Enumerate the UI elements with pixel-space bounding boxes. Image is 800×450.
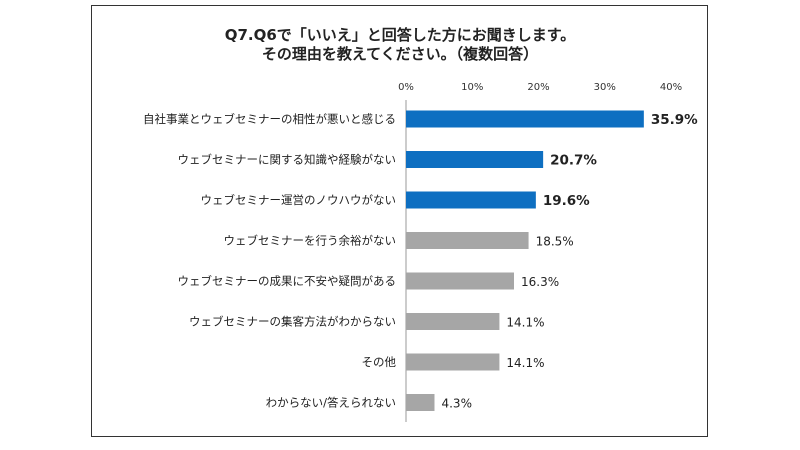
chart-frame bbox=[91, 5, 708, 437]
x-tick-label: 20% bbox=[527, 82, 549, 93]
data-label: 35.9% bbox=[651, 112, 698, 128]
category-label: 自社事業とウェブセミナーの相性が悪いと感じる bbox=[143, 112, 396, 126]
bar bbox=[406, 191, 536, 209]
data-label: 14.1% bbox=[506, 316, 544, 330]
x-tick-label: 10% bbox=[461, 82, 483, 93]
bar bbox=[406, 232, 529, 249]
category-label: ウェブセミナーの集客方法がわからない bbox=[189, 315, 396, 329]
bar bbox=[406, 313, 500, 330]
data-label: 4.3% bbox=[441, 397, 472, 411]
x-tick-label: 30% bbox=[594, 82, 616, 93]
bar bbox=[406, 110, 644, 128]
category-label: ウェブセミナー運営のノウハウがない bbox=[201, 193, 397, 207]
chart-title-line-1: Q7.Q6で「いいえ」と回答した方にお聞きします。 bbox=[224, 26, 576, 44]
category-label: ウェブセミナーに関する知識や経験がない bbox=[178, 153, 397, 167]
x-tick-label: 0% bbox=[398, 82, 414, 93]
data-label: 20.7% bbox=[550, 153, 597, 169]
data-label: 14.1% bbox=[506, 356, 544, 370]
category-label: わからない/答えられない bbox=[266, 396, 396, 410]
data-label: 18.5% bbox=[536, 235, 574, 249]
category-label: ウェブセミナーを行う余裕がない bbox=[224, 234, 397, 248]
bar bbox=[406, 394, 435, 411]
bar bbox=[406, 272, 514, 290]
category-label: その他 bbox=[362, 355, 397, 369]
bar bbox=[406, 353, 500, 371]
data-label: 16.3% bbox=[521, 275, 559, 289]
category-label: ウェブセミナーの成果に不安や疑問がある bbox=[178, 274, 397, 288]
bar bbox=[406, 151, 544, 168]
data-label: 19.6% bbox=[543, 193, 590, 209]
x-tick-label: 40% bbox=[660, 82, 682, 93]
chart-title-line-2: その理由を教えてください。（複数回答） bbox=[261, 45, 539, 63]
